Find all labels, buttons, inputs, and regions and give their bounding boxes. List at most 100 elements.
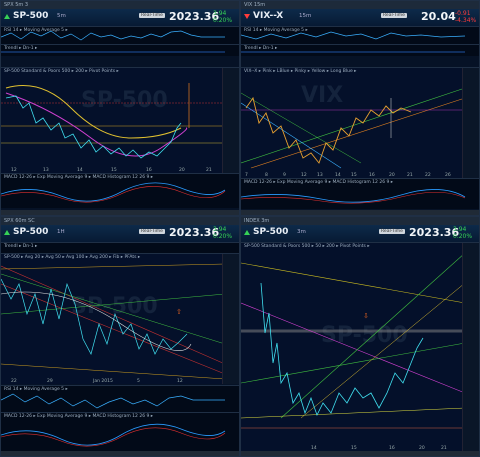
tick-label: 26 (445, 173, 451, 178)
tick-label: 15 (351, 173, 357, 178)
price-chart[interactable]: SP-500 Standard & Poors 500 ▸ 200 ▸ Pivo… (1, 67, 239, 173)
symbol-label[interactable]: VIX--X (253, 11, 284, 21)
last-price: 2023.36 (169, 10, 220, 23)
tick-label: 22 (11, 379, 17, 384)
tick-label: 20 (419, 446, 425, 451)
tick-label: 12 (301, 173, 307, 178)
rsi-plot (1, 30, 225, 41)
chart-pane-spx-1h[interactable]: SPX 60m SC SP-500 1H Real-Time 2023.36 3… (0, 216, 240, 457)
price-axis[interactable] (222, 68, 239, 173)
chart-legend: SP-500 Standard & Poors 500 ▸ 200 ▸ Pivo… (4, 69, 119, 74)
symbol-label[interactable]: SP-500 (13, 227, 49, 237)
watermark: SP-500 (81, 88, 168, 113)
change-percent: 0.20% (453, 233, 473, 240)
symbol-label[interactable]: SP-500 (253, 227, 289, 237)
realtime-button[interactable]: Real-Time (139, 13, 165, 18)
tick-label: 9 (283, 173, 286, 178)
tick-label: 16 (146, 168, 152, 173)
chart-pane-spx-3m[interactable]: INDEX 3m SP-500 3m Real-Time 2023.36 3.9… (240, 216, 480, 457)
trend-label: TrendI ▸ Dn-1 ▸ (244, 46, 278, 51)
svg-text:⇧: ⇧ (176, 308, 182, 316)
symbol-label[interactable]: SP-500 (13, 11, 49, 21)
price-change: -0.91 -4.34% (455, 10, 476, 24)
tick-label: 14 (311, 446, 317, 451)
window-title[interactable]: SPX 60m SC (1, 217, 239, 225)
horizontal-scrollbar[interactable] (1, 451, 239, 456)
chart-legend: VIX--X ▸ Pink ▸ LBlue ▸ Pinky ▸ Yellow ▸… (244, 69, 357, 74)
time-axis: 7 8 9 12 13 14 15 16 20 21 22 26 (241, 171, 463, 178)
change-points: 3.94 (213, 10, 227, 17)
quote-header: SP-500 1H Real-Time 2023.36 3.94 0.20% (1, 225, 239, 242)
trend-label: TrendI ▸ Dn-1 ▸ (4, 244, 38, 249)
horizontal-scrollbar[interactable] (1, 210, 239, 215)
tick-label: 8 (265, 173, 268, 178)
price-chart[interactable]: SP-500 Standard & Poors 500 ▸ 50 ▸ 200 ▸… (241, 242, 479, 451)
macd-panel[interactable]: MACD 12-26 ▸ Exp Moving Average 9 ▸ MACD… (1, 173, 239, 208)
macd-panel[interactable]: MACD 12-26 ▸ Exp Moving Average 9 ▸ MACD… (241, 178, 479, 209)
price-plot (1, 83, 225, 159)
chart-legend: SP-500 Standard & Poors 500 ▸ 50 ▸ 200 ▸… (244, 244, 370, 249)
rsi-panel[interactable]: RSI 14 ▸ Moving Average 5 ▸ (1, 26, 239, 44)
last-price: 20.04 (421, 10, 456, 23)
quote-header: SP-500 5m Real-Time 2023.36 3.94 0.20% (1, 9, 239, 26)
timeframe-dropdown[interactable]: 5m (57, 13, 66, 19)
price-axis[interactable] (222, 254, 239, 384)
tick-label: 14 (335, 173, 341, 178)
horizontal-scrollbar[interactable] (241, 451, 479, 456)
tick-label: 12 (177, 379, 183, 384)
rsi-label: RSI 14 ▸ Moving Average 5 ▸ (4, 387, 68, 392)
tick-label: 5 (137, 379, 140, 384)
time-axis: 22 29 Jan 2015 5 12 (1, 377, 223, 384)
tick-label: 15 (351, 446, 357, 451)
trend-panel[interactable]: TrendI ▸ Dn-1 ▸ (241, 44, 479, 56)
up-arrow-icon (244, 230, 250, 235)
tick-label: 13 (43, 168, 49, 173)
quote-header: SP-500 3m Real-Time 2023.36 3.94 0.20% (241, 225, 479, 242)
rsi-plot (1, 393, 225, 409)
up-arrow-icon (4, 230, 10, 235)
timeframe-dropdown[interactable]: 15m (299, 13, 312, 19)
realtime-button[interactable]: Real-Time (379, 229, 405, 234)
realtime-button[interactable]: Real-Time (139, 229, 165, 234)
time-axis: 12 13 14 15 16 20 21 (1, 166, 223, 173)
trend-panel[interactable]: TrendI ▸ Dn-1 ▸ (1, 242, 239, 253)
price-chart[interactable]: SP-500 ▸ Avg 20 ▸ Avg 50 ▸ Avg 100 ▸ Avg… (1, 253, 239, 384)
timeframe-dropdown[interactable]: 1H (57, 229, 65, 235)
rsi-panel[interactable]: RSI 14 ▸ Moving Average 5 ▸ (241, 26, 479, 44)
rsi-plot (241, 31, 466, 40)
rsi-panel[interactable]: RSI 14 ▸ Moving Average 5 ▸ (1, 385, 239, 412)
macd-plot (1, 182, 226, 203)
tick-label: 21 (206, 168, 212, 173)
trend-panel[interactable]: TrendI ▸ Dn-1 ▸ (1, 44, 239, 56)
watermark: VIX (301, 83, 344, 108)
horizontal-scrollbar[interactable] (241, 210, 479, 215)
window-title[interactable]: SPX 5m 3 (1, 1, 239, 9)
price-axis[interactable] (462, 68, 479, 178)
macd-panel[interactable]: MACD 12-26 ▸ Exp Moving Average 9 ▸ MACD… (1, 412, 239, 451)
macd-label: MACD 12-26 ▸ Exp Moving Average 9 ▸ MACD… (244, 180, 394, 185)
chart-pane-vix-15m[interactable]: VIX 15m VIX--X 15m Real-Time 20.04 -0.91… (240, 0, 480, 216)
change-points: 3.94 (453, 226, 467, 233)
tick-label: 7 (245, 173, 248, 178)
price-chart[interactable]: VIX--X ▸ Pink ▸ LBlue ▸ Pinky ▸ Yellow ▸… (241, 67, 479, 178)
chart-pane-spx-5m[interactable]: SPX 5m 3 SP-500 5m Real-Time 2023.36 3.9… (0, 0, 240, 216)
tick-label: 29 (47, 379, 53, 384)
trend-plot (241, 51, 465, 53)
change-percent: 0.20% (213, 233, 233, 240)
down-arrow-icon (244, 14, 250, 19)
realtime-button[interactable]: Real-Time (381, 13, 407, 18)
window-title[interactable]: INDEX 3m (241, 217, 479, 225)
timeframe-dropdown[interactable]: 3m (297, 229, 306, 235)
window-title[interactable]: VIX 15m (241, 1, 479, 9)
price-axis[interactable] (462, 243, 479, 451)
macd-label: MACD 12-26 ▸ Exp Moving Average 9 ▸ MACD… (4, 175, 154, 180)
change-percent: -4.34% (455, 17, 477, 24)
change-points: 3.94 (213, 226, 227, 233)
up-arrow-icon (4, 14, 10, 19)
tick-label: 13 (317, 173, 323, 178)
price-change: 3.94 0.20% (453, 226, 472, 240)
tick-label: 21 (441, 446, 447, 451)
tick-label: Jan 2015 (93, 379, 113, 384)
rsi-label: RSI 14 ▸ Moving Average 5 ▸ (4, 28, 68, 33)
price-plot: ⇩ (241, 252, 466, 429)
